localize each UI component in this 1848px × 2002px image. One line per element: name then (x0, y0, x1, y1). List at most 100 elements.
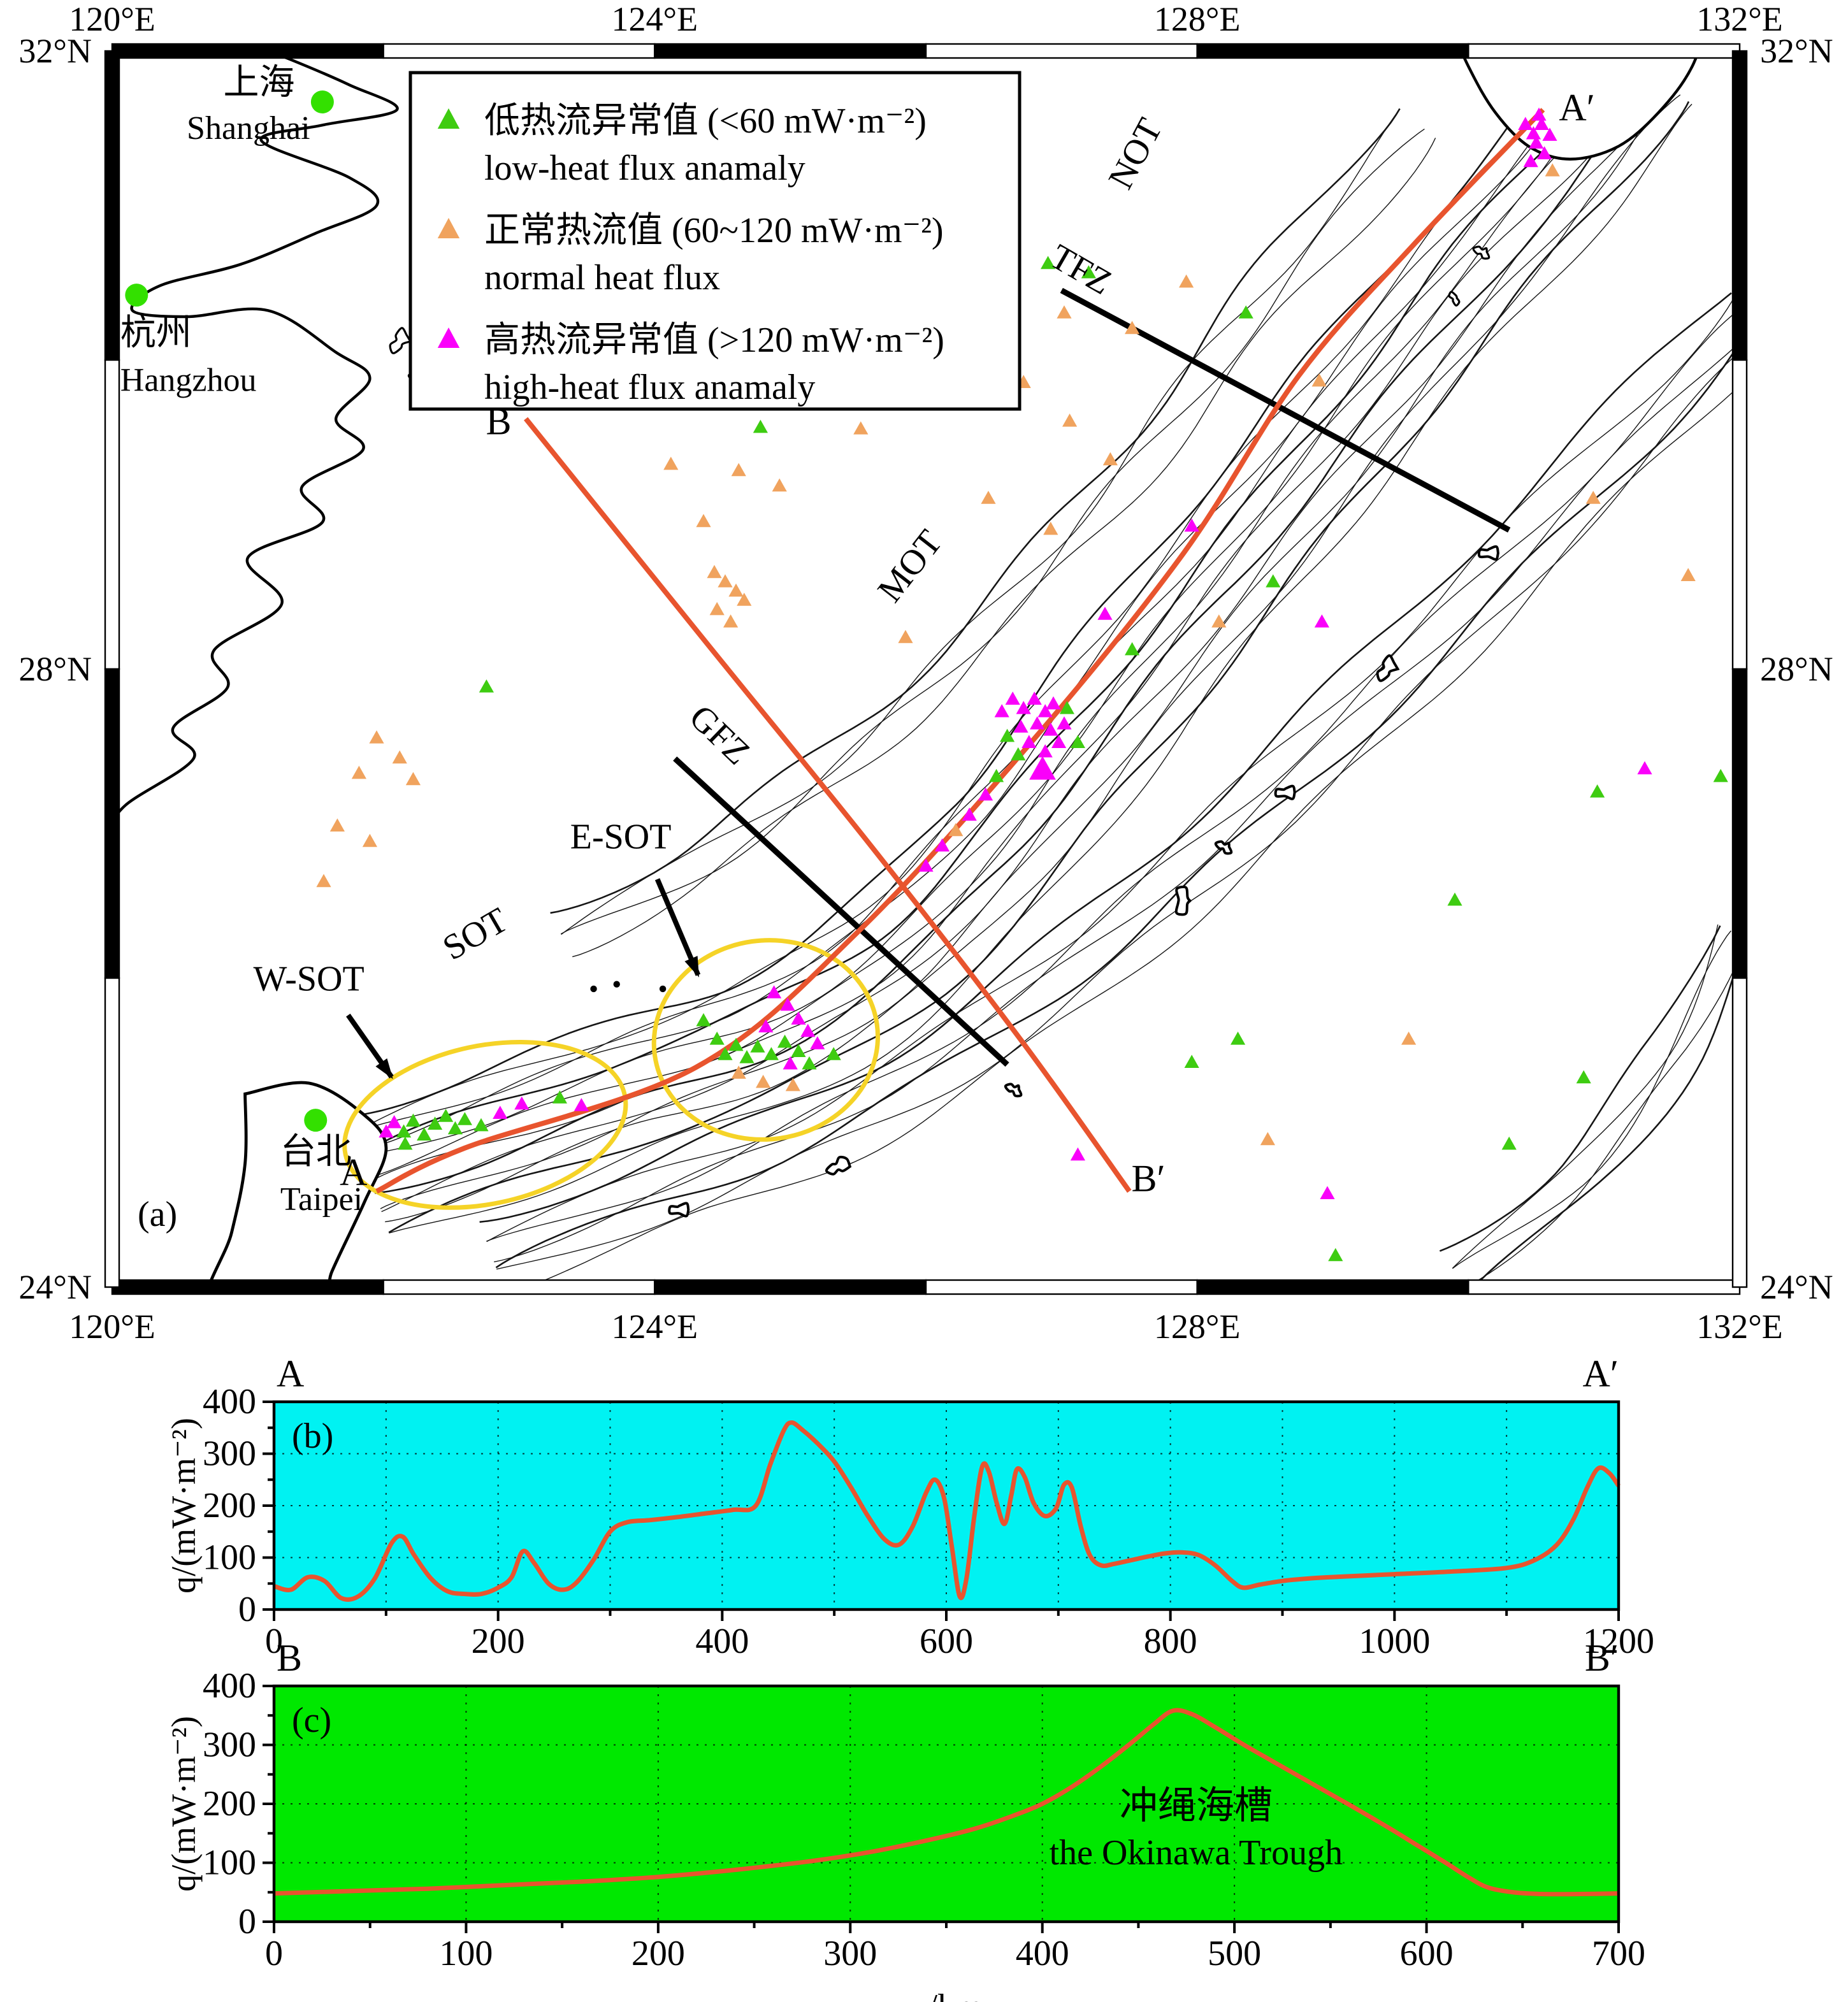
heat-flux-point-o (1585, 491, 1601, 504)
frame-segment-left (104, 977, 120, 1288)
city-label-en-hangzhou: Hangzhou (120, 363, 257, 399)
heat-flux-point-o (785, 1077, 800, 1091)
annotation-arrow (654, 878, 701, 977)
frame-segment-right (1731, 50, 1748, 361)
heat-flux-point-m (1029, 756, 1056, 780)
frame-segment-top (382, 43, 656, 59)
map-y-tick-label-left: 32°N (18, 32, 92, 70)
heat-flux-point-o (718, 574, 733, 587)
heat-flux-point-o (1043, 521, 1058, 535)
x-tick-label: 0 (265, 1622, 283, 1661)
legend-high-heat-triangle-icon (437, 328, 460, 348)
heat-flux-point-o (696, 514, 711, 528)
frame-segment-bottom (111, 1279, 384, 1295)
region-label-E-SOT: E-SOT (570, 817, 672, 856)
heat-flux-point-o (723, 614, 739, 628)
profile-line-AA (375, 108, 1545, 1194)
heat-flux-point-g (1328, 1248, 1343, 1262)
heat-flux-point-m (514, 1096, 530, 1110)
profile-chart-aa: 0 200 400 600 800 1000 1200 0 100 200 300 400 A A′ (b)… (164, 1353, 1654, 1661)
heat-flux-point-m (1021, 735, 1037, 748)
contour-line (1452, 924, 1719, 1269)
heat-flux-point-o (728, 583, 744, 597)
heat-flux-point-g (552, 1090, 567, 1104)
contour-line (572, 138, 1436, 958)
heat-flux-point-m (1027, 691, 1042, 705)
profile-start-label-AA: A (340, 1151, 367, 1193)
y-tick-label: 0 (238, 1902, 256, 1941)
map-y-tick-label-right: 28°N (1760, 650, 1833, 688)
heat-flux-point-m (1037, 744, 1053, 758)
frame-segment-right (1731, 668, 1748, 979)
heat-flux-point-m (574, 1098, 589, 1111)
heat-flux-point-m (1013, 719, 1029, 733)
x-tick-label: 1200 (1583, 1622, 1654, 1661)
frame-segment-bottom (654, 1279, 927, 1295)
heat-flux-point-m (493, 1105, 508, 1119)
island (1174, 885, 1192, 916)
heat-flux-point-m (1320, 1186, 1335, 1199)
heat-flux-point-o (1125, 320, 1140, 335)
y-tick-label: 300 (203, 1725, 256, 1765)
frame-segment-left (104, 668, 120, 979)
frame-segment-top (925, 43, 1198, 59)
heat-flux-point-o (948, 823, 964, 837)
islet (613, 981, 620, 988)
contour-line (561, 108, 1401, 935)
legend-normal-heat-triangle-icon (437, 218, 460, 238)
island (1004, 1083, 1023, 1098)
chart-annotation-en: the Okinawa Trough (1050, 1833, 1343, 1873)
heat-flux-point-g (1081, 265, 1096, 278)
profile-chart-bb: 0 100 200 300 400 500 600 700 0 100 200 300 400 B B′ (c… (164, 1637, 1645, 2002)
heat-flux-point-o (1062, 414, 1078, 427)
heat-flux-point-m (1518, 117, 1533, 130)
contour-line (1452, 930, 1731, 1269)
contour-line (388, 101, 1690, 1234)
heat-flux-point-g (696, 1013, 711, 1026)
x-tick-label: 100 (439, 1934, 493, 1973)
chart-end-label: B′ (1585, 1637, 1619, 1679)
y-tick-label: 100 (203, 1843, 256, 1883)
heat-flux-point-o (1680, 568, 1696, 581)
island (1472, 245, 1491, 260)
heat-flux-point-o (1545, 163, 1560, 176)
heat-flux-point-o (731, 1065, 746, 1079)
y-axis-label: q/(mW·m⁻²) (164, 1418, 203, 1594)
y-tick-label: 100 (203, 1538, 256, 1578)
legend-low-heat-triangle-icon (437, 108, 460, 129)
x-tick-label: 800 (1144, 1622, 1197, 1661)
heat-flux-point-m (1030, 716, 1045, 730)
heat-flux-point-g (763, 1047, 779, 1060)
frame-segment-top (1468, 43, 1741, 59)
chart-panel-label: (c) (292, 1701, 331, 1740)
legend-box (408, 71, 1021, 411)
heat-flux-point-g (398, 1136, 413, 1150)
heat-flux-point-o (1057, 305, 1072, 319)
heat-flux-point-o (369, 730, 384, 744)
heat-flux-point-m (767, 985, 782, 998)
contour-line (353, 51, 1598, 1134)
heat-flux-point-m (918, 858, 934, 872)
heat-flux-point-m (783, 1056, 798, 1070)
map-panel: 120°E 120°E 124°E 124°E 128°E 128°E 132°E 132°E… (18, 0, 1833, 1346)
contour-line (494, 342, 1740, 1263)
frame-segment-right (1731, 359, 1748, 670)
island (1274, 784, 1296, 800)
y-tick-label: 200 (203, 1486, 256, 1525)
heat-flux-point-m (1542, 127, 1557, 141)
heat-flux-point-g (709, 1032, 725, 1045)
x-tick-label: 700 (1592, 1934, 1645, 1973)
legend-normal-en: normal heat flux (484, 258, 720, 298)
profile-curve (273, 1708, 1619, 1897)
heat-flux-point-m (1097, 607, 1113, 620)
contour-line (361, 52, 1628, 1157)
china-coastline (112, 51, 399, 825)
legend-normal-zh: 正常热流值 (60~120 mW·m⁻²) (484, 211, 944, 250)
map-x-tick-label-top: 132°E (1696, 0, 1783, 38)
chart-panel-label: (b) (292, 1416, 333, 1456)
city-label-zh-hangzhou: 杭州 (120, 313, 192, 353)
heat-flux-point-g (791, 1044, 806, 1057)
x-tick-label: 200 (472, 1622, 525, 1661)
frame-segment-left (104, 50, 120, 361)
